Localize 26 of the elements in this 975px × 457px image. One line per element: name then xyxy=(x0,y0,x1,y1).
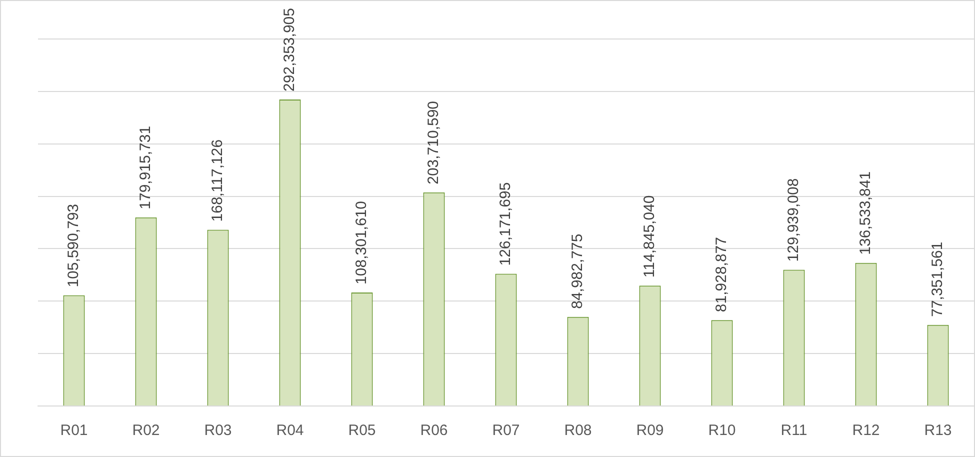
data-label: 114,845,040 xyxy=(641,195,658,278)
data-label: 105,590,793 xyxy=(65,204,82,288)
x-tick-label: R06 xyxy=(420,422,448,440)
x-tick-label: R13 xyxy=(924,422,952,440)
x-tick-label: R11 xyxy=(780,422,808,440)
x-tick-label: R12 xyxy=(852,422,880,440)
data-label: 203,710,590 xyxy=(425,100,442,184)
data-label: 136,533,841 xyxy=(857,171,874,255)
data-label: 129,939,008 xyxy=(785,178,802,262)
x-tick-label: R09 xyxy=(636,422,664,440)
x-tick-label: R03 xyxy=(204,422,232,440)
data-label: 179,915,731 xyxy=(137,126,154,210)
data-label: 81,928,877 xyxy=(713,237,730,312)
x-tick-label: R02 xyxy=(132,422,160,440)
x-tick-label: R10 xyxy=(708,422,736,440)
data-label: 168,117,126 xyxy=(209,139,226,222)
x-tick-label: R04 xyxy=(276,422,304,440)
x-tick-label: R01 xyxy=(60,422,88,440)
data-label: 84,982,775 xyxy=(569,234,586,309)
data-label: 292,353,905 xyxy=(281,8,298,92)
data-label: 126,171,695 xyxy=(497,182,514,266)
data-label: 108,301,610 xyxy=(353,201,370,284)
x-tick-label: R05 xyxy=(348,422,376,440)
x-tick-label: R08 xyxy=(564,422,592,440)
x-tick-label: R07 xyxy=(492,422,520,440)
data-label: 77,351,561 xyxy=(929,242,946,317)
